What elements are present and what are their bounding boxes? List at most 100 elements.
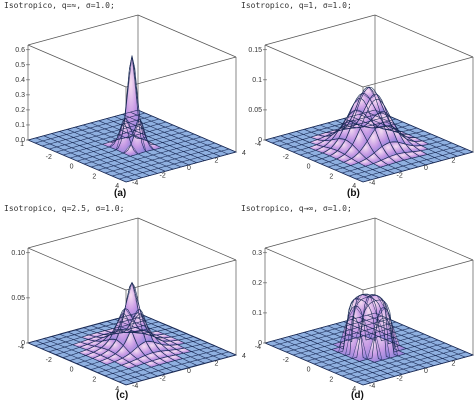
- side-tick-label: -2: [160, 376, 166, 383]
- grid-line: [334, 139, 446, 171]
- z-tick-label: 0.3: [252, 250, 262, 257]
- box-edge: [27, 14, 139, 46]
- panel-label: (a): [114, 188, 127, 199]
- front-tick-label: 2: [92, 376, 96, 383]
- front-tick-label: 2: [329, 376, 333, 383]
- grid-line: [90, 118, 190, 166]
- grid-line: [327, 121, 439, 168]
- panel-title: Isotropico, q=2.5, σ=1.0;: [4, 204, 125, 213]
- grid-line: [111, 145, 223, 177]
- z-tick-label: 0.2: [252, 280, 262, 287]
- grid-line: [374, 312, 474, 356]
- box-edge: [27, 247, 127, 291]
- front-tick-label: -2: [46, 154, 52, 161]
- side-tick-label: 2: [215, 158, 219, 165]
- grid-line: [122, 114, 221, 157]
- plot-panel-d: Isotropico, q→∞, σ=1.0; 0.3 0.2 0.1 0 -2 0 2 4 -…: [237, 203, 474, 405]
- side-tick-label: 4: [242, 353, 246, 360]
- grid-line: [114, 116, 213, 159]
- z-tick-label: 0.15: [248, 47, 262, 54]
- left-tick-label: 1: [20, 141, 24, 148]
- box-edge: [374, 217, 474, 261]
- grid-line: [313, 86, 425, 162]
- z-tick-label: 0: [258, 340, 262, 347]
- panel-label: (d): [351, 390, 364, 401]
- grid-line: [76, 281, 188, 364]
- side-tick-label: 2: [452, 158, 456, 165]
- z-tick-label: 0.10: [11, 250, 25, 257]
- side-tick-label: 0: [187, 165, 191, 172]
- z-tick-label: 0.1: [252, 77, 262, 84]
- grid-line: [327, 293, 427, 369]
- grid-line: [327, 317, 439, 371]
- front-tick-label: 0: [70, 367, 74, 374]
- grid-line: [98, 323, 197, 366]
- plot-panel-b: Isotropico, q=1, σ=1.0; 0.15 0.1 0.05 0 -2 0 2…: [237, 0, 474, 202]
- z-tick-label: 0.0: [15, 137, 25, 144]
- box-edge: [137, 14, 237, 58]
- z-tick-label: 0: [21, 340, 25, 347]
- grid-line: [359, 114, 458, 157]
- box-edge: [27, 44, 127, 88]
- z-tick-label: 0.1: [15, 122, 25, 129]
- z-tick-label: 0: [258, 137, 262, 144]
- side-tick-label: 0: [424, 368, 428, 375]
- grid-line: [366, 111, 466, 155]
- left-tick-label: -4: [255, 141, 261, 148]
- front-tick-label: 0: [307, 164, 311, 171]
- front-tick-label: 2: [92, 173, 96, 180]
- z-tick-label: 0.05: [248, 107, 262, 114]
- grid-line: [97, 342, 209, 373]
- side-tick-label: -2: [160, 173, 166, 180]
- grid-line: [118, 148, 230, 180]
- grid-line: [335, 111, 434, 163]
- panel-title: Isotropico, q=1, σ=1.0;: [241, 1, 352, 10]
- box-edge: [362, 56, 474, 88]
- grid-line: [374, 109, 474, 153]
- front-tick-label: 4: [352, 386, 356, 393]
- grid-line: [313, 295, 425, 365]
- grid-line: [111, 348, 223, 379]
- panel-title: Isotropico, q→∞, σ=1.0;: [241, 204, 352, 213]
- grid-line: [104, 142, 216, 174]
- side-tick-label: 0: [187, 368, 191, 375]
- surface-plot-c: 0.10 0.05 0 -2 0 2 4 -4 -2 0 2 4 -4: [11, 217, 246, 393]
- z-tick-label: 0.2: [15, 107, 25, 114]
- panel-label: (b): [347, 188, 360, 199]
- grid-line: [122, 316, 221, 360]
- grid-line: [343, 118, 442, 161]
- surface-plot-a: 0.6 0.5 0.4 0.3 0.2 0.1 0.0 -2 0 2 4 -4 -2 0 2 4 1: [15, 14, 246, 190]
- z-tick-label: 0.4: [15, 77, 25, 84]
- plot-panel-a: Isotropico, q=≈, σ=1.0; 0.6 0.5 0.4 0.3 0.2 0…: [0, 0, 246, 202]
- grid-line: [351, 319, 450, 362]
- side-tick-label: -2: [397, 173, 403, 180]
- box-edge: [264, 44, 364, 88]
- grid-line: [341, 345, 453, 377]
- grid-line: [348, 348, 460, 380]
- grid-line: [327, 93, 427, 166]
- grid-line: [320, 98, 432, 165]
- grid-line: [320, 299, 432, 368]
- front-tick-label: 4: [352, 183, 356, 190]
- box-edge: [27, 217, 139, 249]
- grid-line: [104, 345, 216, 376]
- left-tick-label: -4: [255, 344, 261, 351]
- front-tick-label: 0: [307, 367, 311, 374]
- panel-label: (c): [116, 390, 129, 401]
- grid-line: [355, 148, 467, 180]
- grid-line: [362, 151, 474, 183]
- side-tick-label: 2: [452, 361, 456, 368]
- front-tick-label: -2: [283, 154, 289, 161]
- front-tick-label: 0: [70, 164, 74, 171]
- z-tick-label: 0.5: [15, 62, 25, 69]
- box-edge: [264, 217, 376, 249]
- side-tick-label: 2: [215, 361, 219, 368]
- grid-line: [351, 116, 450, 159]
- grid-line: [90, 339, 202, 370]
- grid-line: [343, 321, 442, 364]
- side-tick-label: -4: [369, 383, 375, 390]
- box-edge: [362, 259, 474, 291]
- grid-line: [341, 142, 453, 174]
- z-tick-label: 0.3: [15, 92, 25, 99]
- z-tick-label: 0.6: [15, 47, 25, 54]
